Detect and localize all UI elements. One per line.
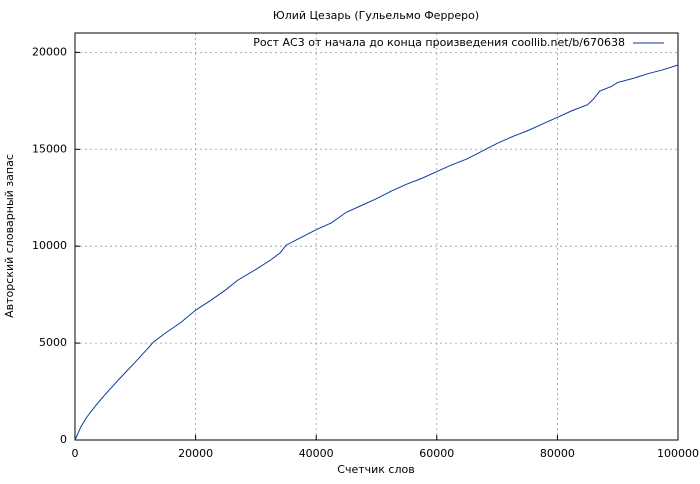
chart-title: Юлий Цезарь (Гульельмо Ферреро) [273,9,479,22]
x-tick-label: 0 [72,447,79,460]
x-tick-label: 20000 [178,447,213,460]
x-axis-label: Счетчик слов [337,463,414,476]
y-tick-label: 20000 [32,45,67,58]
legend-label: Рост АС3 от начала до конца произведения… [253,36,625,49]
y-tick-label: 0 [60,433,67,446]
y-axis-label: Авторский словарный запас [3,154,16,318]
data-line [74,64,679,441]
plot-frame [74,32,679,441]
y-tick-label: 15000 [32,142,67,155]
y-tick-label: 5000 [39,336,67,349]
x-tick-label: 80000 [540,447,575,460]
x-tick-label: 40000 [299,447,334,460]
x-tick-label: 100000 [657,447,699,460]
y-tick-label: 10000 [32,239,67,252]
x-tick-label: 60000 [419,447,454,460]
